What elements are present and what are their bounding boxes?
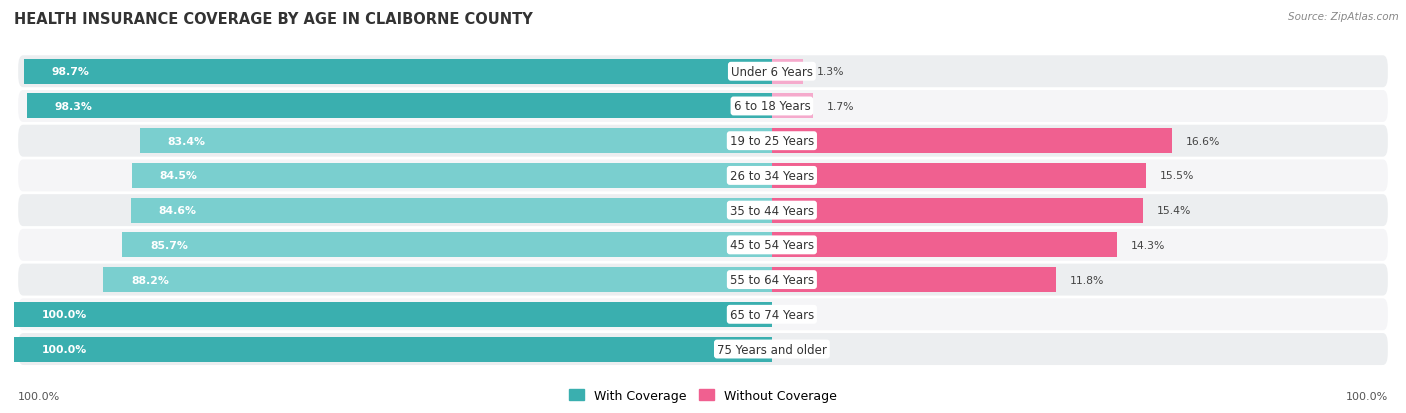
Text: 14.3%: 14.3% <box>1130 240 1164 250</box>
Text: 100.0%: 100.0% <box>42 310 87 320</box>
Bar <box>14 302 772 327</box>
Bar <box>772 129 1173 154</box>
Text: 100.0%: 100.0% <box>1346 391 1388 401</box>
Bar <box>27 94 772 119</box>
FancyBboxPatch shape <box>18 160 1388 192</box>
Text: 16.6%: 16.6% <box>1185 136 1220 146</box>
FancyBboxPatch shape <box>18 299 1388 330</box>
Bar <box>772 164 1146 188</box>
Text: Source: ZipAtlas.com: Source: ZipAtlas.com <box>1288 12 1399 22</box>
FancyBboxPatch shape <box>18 91 1388 123</box>
Bar <box>772 94 813 119</box>
Text: 98.3%: 98.3% <box>55 102 93 112</box>
Bar <box>104 268 772 292</box>
Text: Under 6 Years: Under 6 Years <box>731 66 813 78</box>
Text: 45 to 54 Years: 45 to 54 Years <box>730 239 814 252</box>
FancyBboxPatch shape <box>18 56 1388 88</box>
Text: 88.2%: 88.2% <box>131 275 169 285</box>
Text: 55 to 64 Years: 55 to 64 Years <box>730 273 814 286</box>
FancyBboxPatch shape <box>18 195 1388 227</box>
Bar <box>132 164 772 188</box>
Text: 0.0%: 0.0% <box>786 344 814 354</box>
Text: 84.5%: 84.5% <box>159 171 197 181</box>
FancyBboxPatch shape <box>18 126 1388 157</box>
Text: 19 to 25 Years: 19 to 25 Years <box>730 135 814 148</box>
Bar <box>122 233 772 258</box>
Text: 84.6%: 84.6% <box>159 206 197 216</box>
Bar <box>772 268 1056 292</box>
Text: 83.4%: 83.4% <box>167 136 205 146</box>
Text: 6 to 18 Years: 6 to 18 Years <box>734 100 810 113</box>
Text: 75 Years and older: 75 Years and older <box>717 343 827 356</box>
Text: 85.7%: 85.7% <box>150 240 188 250</box>
Text: 35 to 44 Years: 35 to 44 Years <box>730 204 814 217</box>
Text: 98.7%: 98.7% <box>52 67 90 77</box>
Bar <box>14 337 772 362</box>
Bar <box>139 129 772 154</box>
Text: 15.5%: 15.5% <box>1160 171 1194 181</box>
FancyBboxPatch shape <box>18 229 1388 261</box>
FancyBboxPatch shape <box>18 333 1388 365</box>
Text: 26 to 34 Years: 26 to 34 Years <box>730 169 814 183</box>
Legend: With Coverage, Without Coverage: With Coverage, Without Coverage <box>564 384 842 407</box>
Text: 0.0%: 0.0% <box>786 310 814 320</box>
Bar <box>772 59 803 85</box>
Text: 1.7%: 1.7% <box>827 102 855 112</box>
Bar <box>772 233 1116 258</box>
Bar <box>24 59 772 85</box>
Bar <box>131 198 772 223</box>
Text: HEALTH INSURANCE COVERAGE BY AGE IN CLAIBORNE COUNTY: HEALTH INSURANCE COVERAGE BY AGE IN CLAI… <box>14 12 533 27</box>
Bar <box>772 198 1143 223</box>
Text: 15.4%: 15.4% <box>1157 206 1191 216</box>
FancyBboxPatch shape <box>18 264 1388 296</box>
Text: 100.0%: 100.0% <box>42 344 87 354</box>
Text: 11.8%: 11.8% <box>1070 275 1105 285</box>
Text: 65 to 74 Years: 65 to 74 Years <box>730 308 814 321</box>
Text: 100.0%: 100.0% <box>18 391 60 401</box>
Text: 1.3%: 1.3% <box>817 67 845 77</box>
